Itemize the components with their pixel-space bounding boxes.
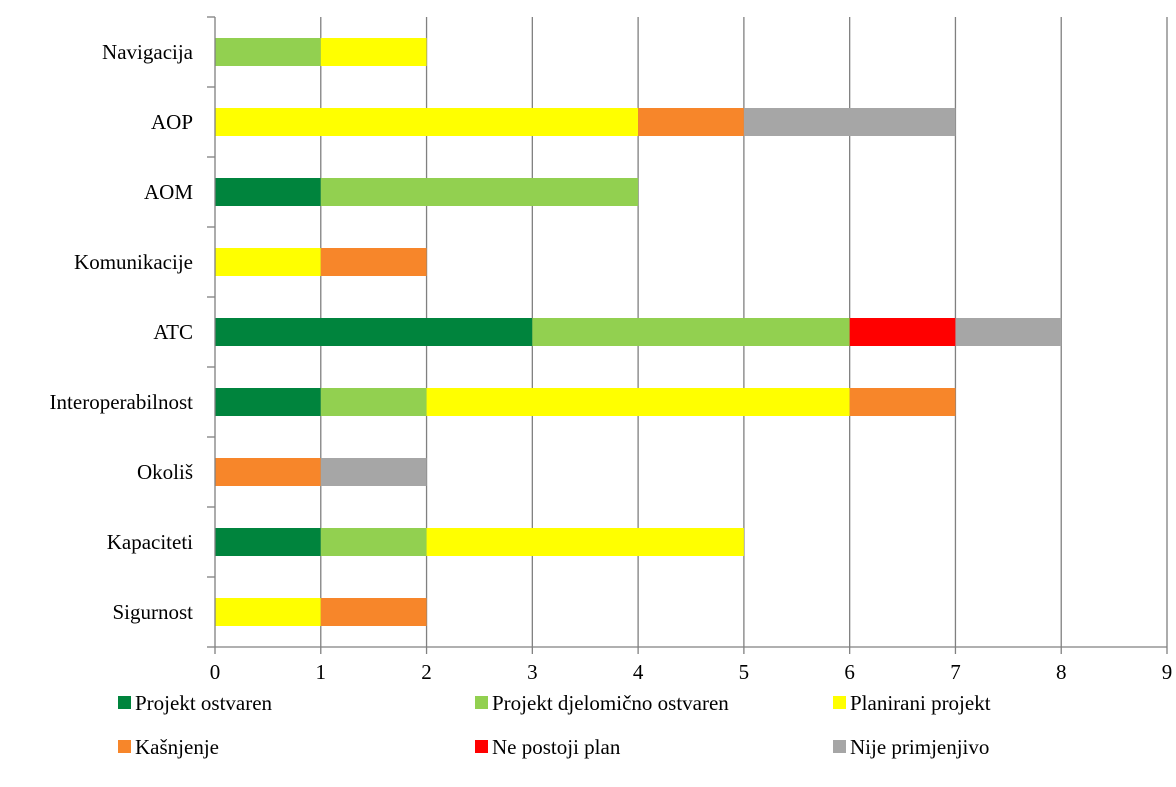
bar-navigacija-1 [215,38,321,66]
legend-swatch-0 [118,696,131,709]
bar-aom-1 [320,178,639,206]
bar-okoliš-5 [320,458,427,486]
category-label-6: Okoliš [137,460,193,484]
legend-label-2: Planirani projekt [850,691,991,715]
x-tick-label-0: 0 [210,660,221,684]
legend-swatch-2 [833,696,846,709]
bar-kapaciteti-2 [426,528,744,556]
legend-swatch-5 [833,740,846,753]
bar-sigurnost-2 [215,598,321,626]
bar-interoperabilnost-2 [426,388,850,416]
legend-item-4: Ne postoji plan [475,735,621,759]
legend-label-4: Ne postoji plan [492,735,621,759]
category-label-2: AOM [144,180,193,204]
bar-atc-5 [955,318,1062,346]
bar-navigacija-2 [320,38,427,66]
category-label-0: Navigacija [102,40,194,64]
legend-label-0: Projekt ostvaren [135,691,273,715]
bar-atc-4 [849,318,956,346]
category-label-7: Kapaciteti [107,530,193,554]
legend-label-3: Kašnjenje [135,735,219,759]
x-tick-labels: 0 1 2 3 4 5 6 7 8 9 [210,660,1173,684]
legend-item-3: Kašnjenje [118,735,219,759]
bar-komunikacije-3 [320,248,427,276]
legend-item-5: Nije primjenjivo [833,735,989,759]
x-tick-label-9: 9 [1162,660,1173,684]
legend-item-0: Projekt ostvaren [118,691,273,715]
legend: Projekt ostvaren Projekt djelomično ostva… [118,691,991,759]
bar-okoliš-3 [215,458,321,486]
category-label-8: Sigurnost [112,600,193,624]
category-label-3: Komunikacije [74,250,193,274]
bar-aop-5 [743,108,956,136]
x-tick-label-7: 7 [950,660,961,684]
x-tick-label-2: 2 [421,660,432,684]
bars [215,38,1062,626]
legend-swatch-3 [118,740,131,753]
bar-aom-0 [215,178,321,206]
x-tick-label-4: 4 [633,660,644,684]
bar-kapaciteti-0 [215,528,321,556]
legend-label-1: Projekt djelomično ostvaren [492,691,729,715]
x-tick-label-3: 3 [527,660,538,684]
bar-aop-2 [215,108,639,136]
bar-interoperabilnost-1 [320,388,427,416]
legend-swatch-1 [475,696,488,709]
bar-interoperabilnost-0 [215,388,321,416]
x-tick-label-1: 1 [316,660,327,684]
category-label-5: Interoperabilnost [50,390,194,414]
bar-aop-3 [638,108,744,136]
category-label-4: ATC [153,320,193,344]
x-tick-label-8: 8 [1056,660,1067,684]
legend-label-5: Nije primjenjivo [850,735,989,759]
category-labels: Navigacija AOP AOM Komunikacije ATC Interoper… [50,40,194,624]
bar-komunikacije-2 [215,248,321,276]
bar-atc-0 [215,318,533,346]
axes [207,16,1168,654]
bar-sigurnost-3 [320,598,427,626]
category-label-1: AOP [151,110,193,134]
bar-atc-1 [532,318,850,346]
x-tick-label-6: 6 [844,660,855,684]
legend-swatch-4 [475,740,488,753]
legend-item-1: Projekt djelomično ostvaren [475,691,729,715]
bar-kapaciteti-1 [320,528,427,556]
legend-item-2: Planirani projekt [833,691,991,715]
bar-interoperabilnost-3 [849,388,956,416]
x-tick-label-5: 5 [739,660,750,684]
